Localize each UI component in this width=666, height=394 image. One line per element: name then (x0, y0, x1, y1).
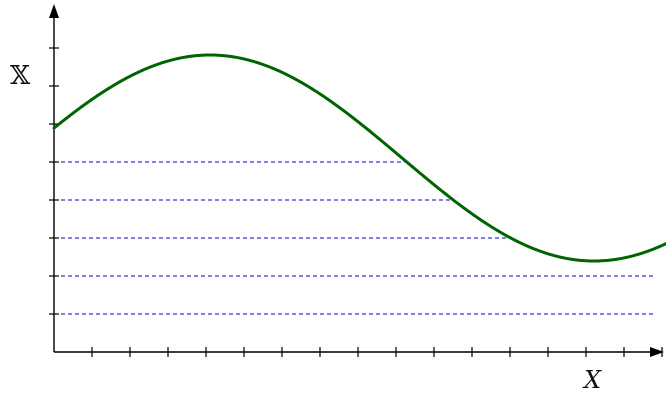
x-axis-ticks (91, 347, 663, 357)
horizontal-guide-lines (54, 161, 656, 315)
y-axis-arrowhead (49, 4, 59, 18)
x-axis-label: X (582, 366, 602, 394)
axes (49, 4, 664, 357)
sine-curve (52, 53, 666, 263)
x-axis-arrowhead (650, 347, 664, 357)
y-axis-label: 𝕏 (10, 61, 31, 91)
